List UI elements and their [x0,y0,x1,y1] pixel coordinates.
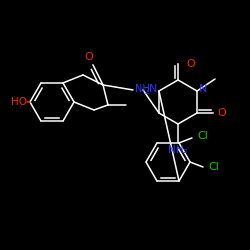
Text: O: O [186,59,195,69]
Text: Cl: Cl [197,131,208,141]
Text: Cl: Cl [208,162,219,172]
Text: N: N [199,84,207,94]
Text: O: O [217,108,226,118]
Text: NH: NH [135,84,150,94]
Text: NH₂: NH₂ [168,145,188,155]
Text: N: N [148,84,157,94]
Text: 2: 2 [144,86,149,96]
Text: HO: HO [11,97,27,107]
Text: O: O [84,52,94,62]
